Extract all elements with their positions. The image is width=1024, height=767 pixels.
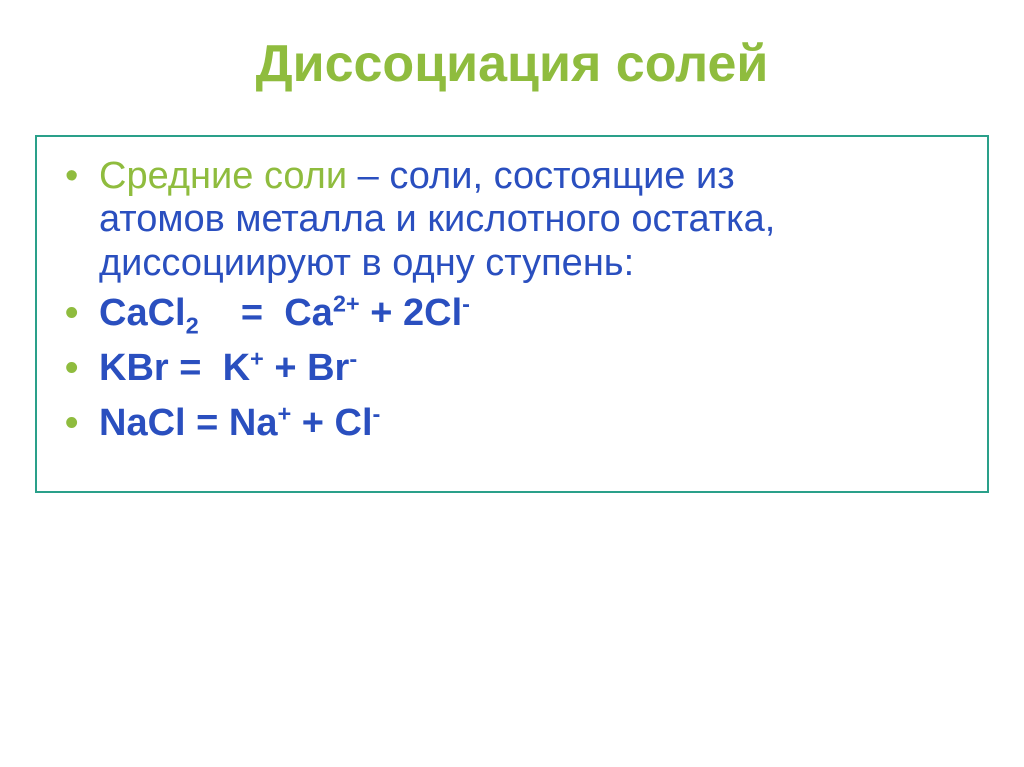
slide-title: Диссоциация солей bbox=[0, 35, 1024, 95]
eq-rhs1-base: Ca bbox=[284, 292, 333, 334]
eq-lhs-base: KBr bbox=[99, 347, 169, 389]
eq-rhs2-base: Cl bbox=[424, 292, 462, 334]
equation-item: KBr = K+ + Br- bbox=[59, 341, 977, 396]
definition-text-line3: диссоциируют в одну ступень: bbox=[99, 242, 634, 284]
eq-lhs-sub: 2 bbox=[186, 312, 199, 338]
content-box: Средние соли – соли, состоящие из атомов… bbox=[35, 135, 989, 493]
equation-item: CaCl2 = Ca2+ + 2Cl- bbox=[59, 286, 977, 341]
eq-equals: = bbox=[199, 292, 285, 334]
equation-item: NaCl = Na+ + Cl- bbox=[59, 396, 977, 451]
eq-rhs2-sup: - bbox=[349, 345, 357, 371]
eq-plus: + bbox=[264, 347, 307, 389]
eq-equals: = bbox=[169, 347, 223, 389]
eq-equals: = bbox=[186, 402, 229, 444]
eq-lhs-base: NaCl bbox=[99, 402, 186, 444]
eq-plus: + bbox=[360, 292, 403, 334]
eq-lhs-base: CaCl bbox=[99, 292, 186, 334]
eq-rhs2-coef: 2 bbox=[403, 292, 424, 334]
eq-rhs2-sup: - bbox=[462, 290, 470, 316]
definition-text-line1: – соли, состоящие из bbox=[347, 155, 735, 197]
slide: Диссоциация солей Средние соли – соли, с… bbox=[0, 0, 1024, 767]
eq-rhs2-base: Cl bbox=[335, 402, 373, 444]
eq-rhs2-sup: - bbox=[373, 400, 381, 426]
bullet-list: Средние соли – соли, состоящие из атомов… bbox=[59, 155, 977, 451]
eq-rhs2-base: Br bbox=[307, 347, 349, 389]
eq-rhs1-sup: + bbox=[250, 345, 264, 371]
eq-rhs1-base: K bbox=[223, 347, 250, 389]
definition-item: Средние соли – соли, состоящие из атомов… bbox=[59, 155, 977, 286]
eq-rhs1-base: Na bbox=[229, 402, 278, 444]
eq-plus: + bbox=[291, 402, 334, 444]
eq-rhs1-sup: 2+ bbox=[333, 290, 360, 316]
definition-lead: Средние соли bbox=[99, 155, 347, 197]
eq-rhs1-sup: + bbox=[277, 400, 291, 426]
definition-text-line2: атомов металла и кислотного остатка, bbox=[99, 198, 775, 240]
